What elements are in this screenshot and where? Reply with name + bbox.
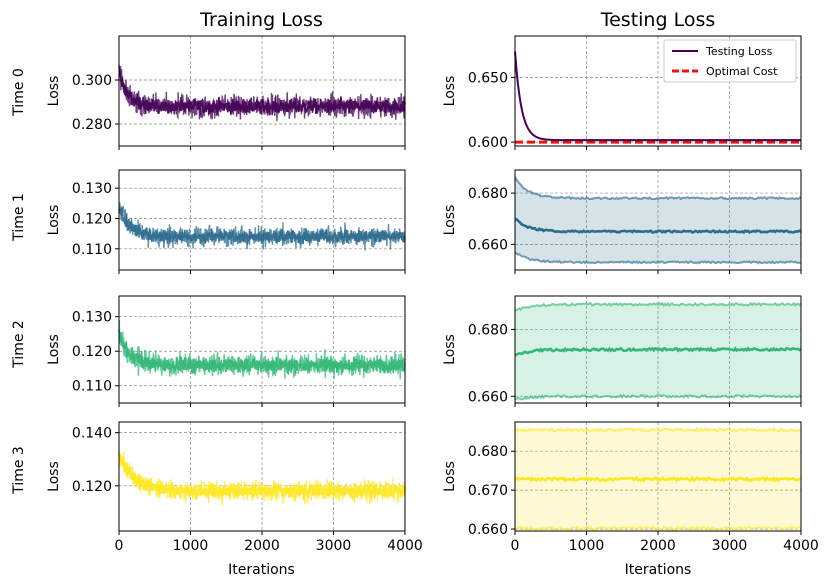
title-training-loss: Training Loss [199, 9, 323, 31]
test-2-ytick-label-1: 0.680 [468, 322, 508, 338]
test-2-lower-line [514, 393, 802, 401]
train-2-noise-trace [118, 320, 406, 380]
test-1-band [515, 177, 801, 264]
row-label-time-2: Time 2 [11, 320, 27, 369]
train-1-noise-core [118, 207, 406, 245]
train-3-xtick-label-1: 1000 [173, 538, 209, 554]
train-3-ytick-label-0: 0.120 [72, 479, 112, 495]
xlabel-right: Iterations [625, 562, 692, 578]
train-3-panel: 0 1000 2000 3000 4000 0.120 0.140 Loss [46, 421, 423, 554]
test-3-ytick-label-1: 0.670 [468, 483, 508, 499]
train-2-noise-core [118, 329, 406, 375]
test-1-ytick-label-0: 0.660 [468, 237, 508, 253]
train-3-xtick-label-3: 3000 [316, 538, 352, 554]
train-1-ytick-label-1: 0.120 [72, 211, 112, 227]
test-3-ytick-label-2: 0.680 [468, 444, 508, 460]
test-3-xtick-label-3: 3000 [712, 538, 748, 554]
train-0-ylabel: Loss [46, 76, 62, 107]
test-3-xtick-label-1: 1000 [569, 538, 605, 554]
title-testing-loss: Testing Loss [600, 9, 716, 31]
train-3-noise-core [118, 451, 406, 501]
test-3-xtick-label-4: 4000 [783, 538, 819, 554]
train-3-ytick-label-1: 0.140 [72, 426, 112, 442]
test-3-lower-line [514, 525, 802, 532]
train-3-xtick-label-0: 0 [115, 538, 124, 554]
train-1-ytick-label-2: 0.130 [72, 181, 112, 197]
legend: Testing Loss Optimal Cost [663, 39, 797, 83]
test-3-mean-line [514, 475, 802, 484]
row-label-time-1: Time 1 [11, 193, 27, 242]
test-3-upper-line [514, 426, 802, 434]
test-2-upper-line [514, 301, 802, 312]
test-1-mean-line [514, 217, 802, 235]
test-2-ylabel: Loss [442, 334, 458, 365]
test-0-ytick-label-1: 0.650 [468, 70, 508, 86]
row-label-time-0: Time 0 [11, 68, 27, 117]
legend-optimal-label: Optimal Cost [706, 65, 778, 78]
train-2-ytick-label-2: 0.130 [72, 310, 112, 326]
train-1-ylabel: Loss [46, 205, 62, 236]
train-2-ylabel: Loss [46, 334, 62, 365]
legend-testing-label: Testing Loss [705, 45, 773, 58]
test-3-ytick-label-0: 0.660 [468, 522, 508, 538]
test-1-upper-line [514, 176, 802, 201]
test-0-ylabel: Loss [442, 76, 458, 107]
test-2-mean-line [514, 346, 802, 357]
train-2-ytick-label-0: 0.110 [72, 379, 112, 395]
train-3-xtick-label-2: 2000 [244, 538, 280, 554]
test-3-xtick-label-2: 2000 [640, 538, 676, 554]
test-3-ylabel: Loss [442, 461, 458, 492]
train-0-panel: 0.280 0.300 Loss [46, 35, 406, 150]
train-0-ytick-label-0: 0.280 [72, 117, 112, 133]
test-1-ylabel: Loss [442, 205, 458, 236]
train-2-panel: 0.110 0.120 0.130 Loss [46, 295, 406, 407]
test-1-ytick-label-1: 0.680 [468, 186, 508, 202]
test-1-lower-line [514, 251, 802, 265]
test-1-panel: 0.660 0.680 Loss [442, 169, 802, 274]
test-0-panel: 0.600 0.650 Loss [442, 35, 802, 151]
test-3-panel: 0 1000 2000 3000 4000 0.660 0.670 0.680 Loss [442, 421, 819, 554]
row-label-time-3: Time 3 [11, 446, 27, 495]
train-2-ytick-label-1: 0.120 [72, 344, 112, 360]
train-0-noise-core [118, 67, 406, 116]
train-1-panel: 0.110 0.120 0.130 Loss [46, 169, 406, 274]
train-0-ytick-label-1: 0.300 [72, 73, 112, 89]
test-3-xtick-label-0: 0 [511, 538, 520, 554]
train-3-xtick-label-4: 4000 [387, 538, 423, 554]
test-0-ytick-label-0: 0.600 [468, 135, 508, 151]
train-1-ytick-label-0: 0.110 [72, 242, 112, 258]
train-3-ylabel: Loss [46, 461, 62, 492]
test-2-panel: 0.660 0.680 Loss [442, 295, 802, 407]
xlabel-left: Iterations [228, 562, 295, 578]
testing-loss-line [514, 51, 801, 142]
test-2-ytick-label-0: 0.660 [468, 389, 508, 405]
